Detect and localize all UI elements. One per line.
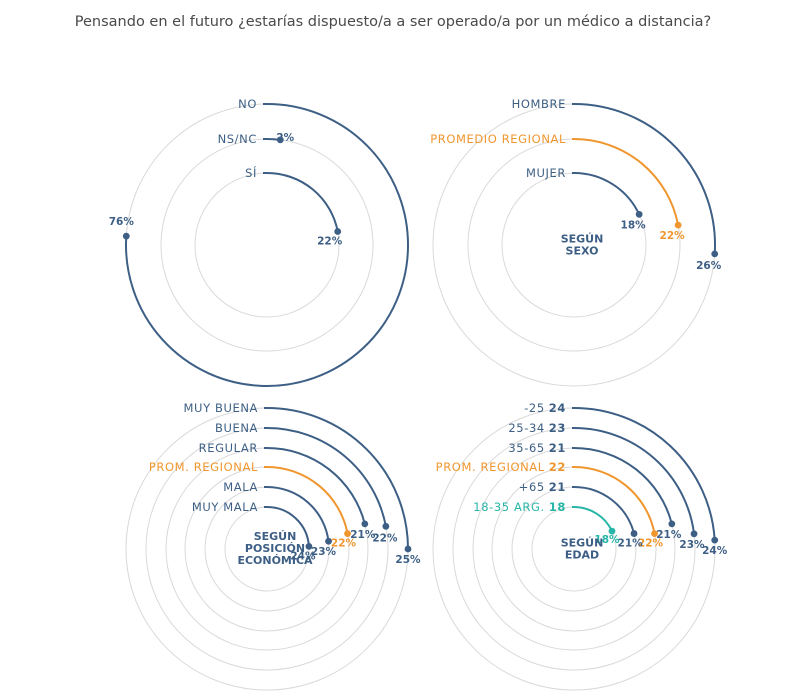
value-label: 24% — [702, 545, 728, 557]
series-end-dot — [651, 530, 658, 538]
value-label: 22% — [372, 532, 398, 544]
series-end-dot — [690, 530, 698, 538]
series-label: NS/NC — [218, 132, 257, 146]
series-label: MUJER — [526, 166, 566, 180]
series-arc — [266, 172, 339, 233]
chart-title: Pensando en el futuro ¿estarías dispuest… — [74, 14, 712, 30]
value-label: 18% — [594, 534, 620, 546]
series-arc — [573, 138, 680, 227]
series-label: PROM. REGIONAL 22 — [436, 460, 566, 474]
series-arc — [266, 486, 330, 543]
series-label: MALA — [223, 480, 258, 494]
center-label: SEGÚN — [561, 233, 604, 246]
value-label: 24% — [290, 550, 316, 562]
series-end-dot — [630, 530, 638, 537]
grid-ring — [125, 103, 409, 387]
value-label: 21% — [656, 529, 682, 541]
series-end-dot — [305, 542, 313, 550]
series-arc — [573, 407, 716, 542]
value-label: 21% — [350, 529, 376, 541]
center-label: POSICIÓN — [245, 542, 305, 555]
series-arc — [266, 407, 409, 550]
center-label: SEXO — [566, 245, 599, 258]
series-arc — [266, 447, 366, 525]
value-label: 26% — [696, 260, 722, 272]
series-label: -25 24 — [524, 401, 566, 415]
value-label: 22% — [660, 230, 686, 242]
center-label: ECONÓMICA — [237, 554, 313, 567]
series-label: SÍ — [245, 165, 257, 180]
series-arc — [573, 103, 716, 255]
series-label: MUY BUENA — [184, 401, 258, 415]
value-label: 21% — [618, 538, 644, 550]
radial-chart-4: -25 24 24% 25-34 23 23% 35-65 21 21% PROM. REGION… — [432, 401, 728, 691]
series-label: BUENA — [215, 421, 258, 435]
series-end-dot — [325, 537, 332, 545]
radial-chart-3: MUY BUENA 25% BUENA 22% REGULAR 21% PROM. REGI… — [125, 401, 421, 691]
series-arc — [266, 506, 310, 548]
radial-chart-1: NO 76% NS/NC 2% SÍ 22% — [109, 97, 409, 387]
series-arc — [125, 103, 409, 387]
series-end-dot — [635, 210, 643, 218]
series-arc — [573, 466, 656, 535]
series-label: PROMEDIO REGIONAL — [430, 132, 566, 146]
series-end-dot — [344, 530, 351, 538]
series-arc — [573, 427, 696, 535]
series-label: MUY MALA — [192, 500, 258, 514]
value-label: 23% — [311, 546, 337, 558]
series-label: 25-34 23 — [508, 421, 566, 435]
series-arc — [573, 447, 673, 525]
series-arc — [573, 486, 636, 535]
series-label: REGULAR — [199, 441, 258, 455]
series-label: NO — [238, 97, 257, 111]
series-end-dot — [711, 536, 719, 544]
series-end-dot — [382, 522, 390, 530]
series-end-dot — [674, 221, 682, 229]
series-end-dot — [608, 527, 616, 535]
series-label: 35-65 21 — [508, 441, 566, 455]
series-end-dot — [276, 136, 284, 144]
center-label: EDAD — [565, 549, 599, 562]
value-label: 18% — [621, 219, 647, 231]
value-label: 25% — [395, 554, 421, 566]
value-label: 22% — [331, 538, 357, 550]
series-end-dot — [404, 545, 412, 553]
value-label: 76% — [109, 216, 135, 228]
center-label: SEGÚN — [561, 537, 604, 550]
series-end-dot — [122, 232, 130, 240]
series-end-dot — [668, 520, 676, 528]
series-label: +65 21 — [519, 480, 566, 494]
series-arc — [573, 506, 613, 533]
series-end-dot — [711, 250, 719, 258]
series-label: 18-35 ARG. 18 — [473, 500, 566, 514]
series-arc — [573, 172, 641, 216]
value-label: 22% — [317, 236, 343, 248]
value-label: 22% — [638, 538, 664, 550]
value-label: 2% — [276, 132, 294, 144]
series-label: PROM. REGIONAL — [149, 460, 258, 474]
center-label: SEGÚN — [254, 530, 297, 543]
value-label: 23% — [679, 539, 705, 551]
series-arc — [266, 427, 387, 528]
radial-chart-2: HOMBRE 26% PROMEDIO REGIONAL 22% MUJER 18% SEG… — [430, 97, 722, 387]
series-label: HOMBRE — [512, 97, 566, 111]
series-arc — [266, 466, 349, 535]
series-end-dot — [334, 228, 342, 235]
series-end-dot — [361, 520, 369, 528]
